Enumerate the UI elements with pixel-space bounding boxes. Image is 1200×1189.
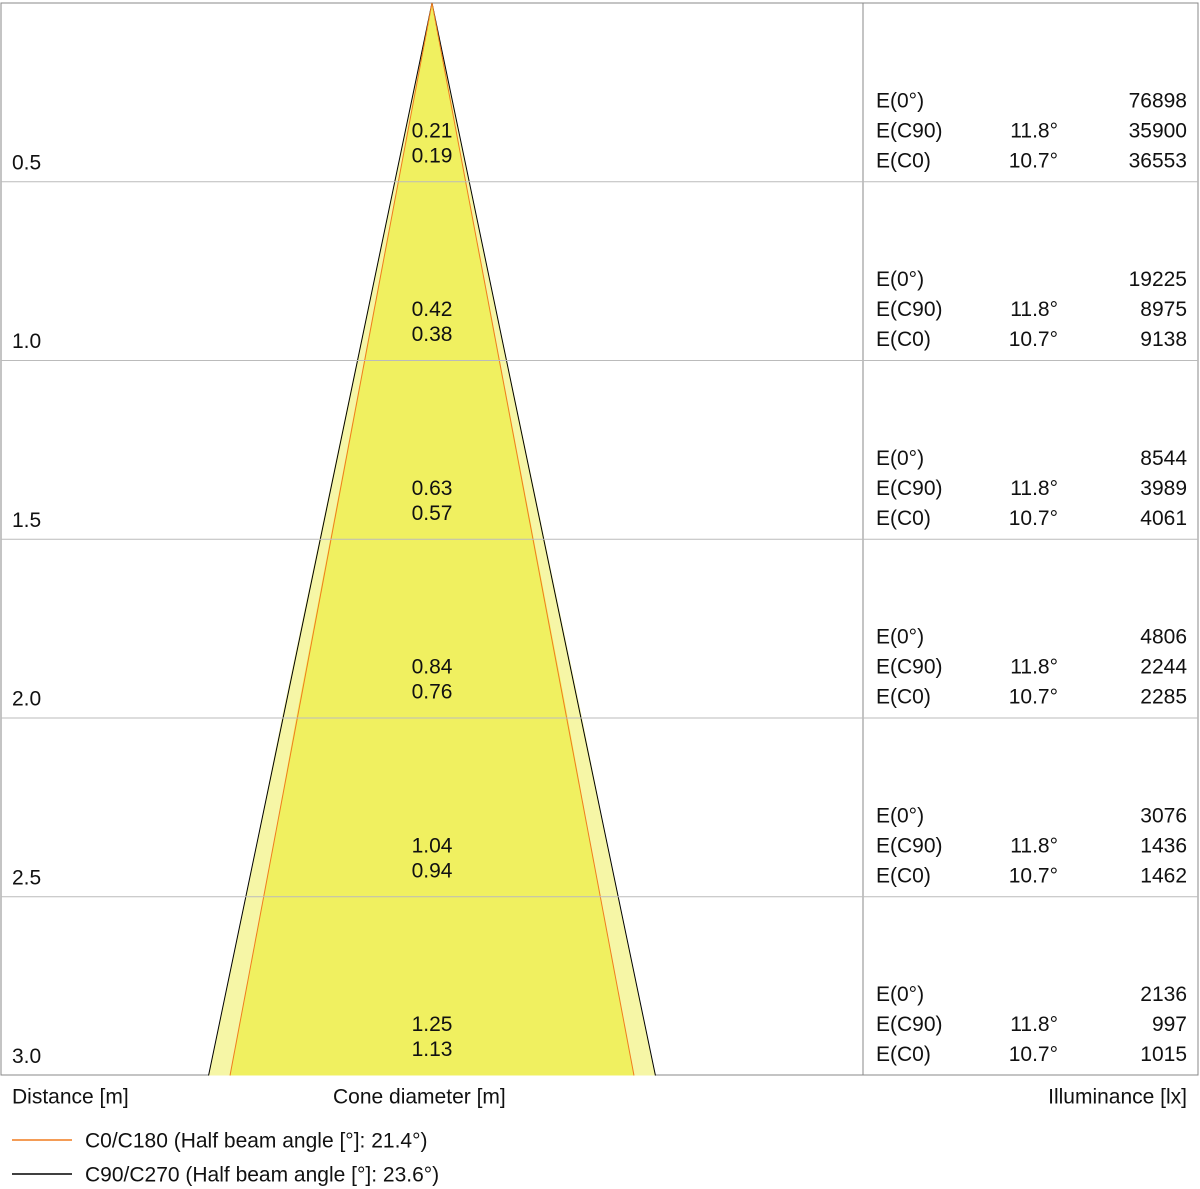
row-label: E(C0) (876, 507, 931, 530)
angle-label: 11.8° (1010, 656, 1058, 679)
distance-tick-label: 2.0 (12, 688, 41, 711)
row-label: E(C90) (876, 1013, 943, 1036)
x-label: Cone diameter [m] (333, 1086, 506, 1109)
diameter-label: 0.21 (412, 119, 453, 142)
row-label: E(C0) (876, 1043, 931, 1066)
distance-tick-label: 0.5 (12, 151, 41, 174)
illuminance-value: 997 (1152, 1013, 1187, 1036)
illuminance-value: 76898 (1129, 89, 1187, 112)
row-label: E(0°) (876, 268, 924, 291)
illuminance-value: 19225 (1129, 268, 1187, 291)
row-label: E(C0) (876, 328, 931, 351)
distance-tick-label: 1.0 (12, 330, 41, 353)
diameter-label: 0.38 (412, 323, 453, 346)
angle-label: 10.7° (1009, 149, 1058, 172)
diameter-label: 0.57 (412, 502, 453, 525)
illuminance-value: 2244 (1140, 656, 1187, 679)
distance-tick-label: 2.5 (12, 866, 41, 889)
angle-label: 10.7° (1009, 686, 1058, 709)
distance-tick-label: 1.5 (12, 509, 41, 532)
row-label: E(C90) (876, 298, 943, 321)
illuminance-value: 35900 (1129, 119, 1187, 142)
illuminance-value: 36553 (1129, 149, 1187, 172)
diameter-label: 0.84 (412, 656, 453, 679)
diameter-label: 0.76 (412, 681, 453, 704)
row-label: E(C90) (876, 656, 943, 679)
diameter-label: 0.19 (412, 144, 453, 167)
angle-label: 10.7° (1009, 1043, 1058, 1066)
row-label: E(C90) (876, 477, 943, 500)
row-label: E(0°) (876, 626, 924, 649)
distance-label: Distance [m] (12, 1086, 129, 1109)
angle-label: 11.8° (1010, 298, 1058, 321)
angle-label: 10.7° (1009, 507, 1058, 530)
row-label: E(0°) (876, 89, 924, 112)
illuminance-value: 3989 (1140, 477, 1187, 500)
angle-label: 10.7° (1009, 864, 1058, 887)
illuminance-value: 8544 (1140, 447, 1187, 470)
illuminance-value: 2285 (1140, 686, 1187, 709)
diameter-label: 1.25 (412, 1013, 453, 1036)
row-label: E(0°) (876, 983, 924, 1006)
angle-label: 11.8° (1010, 119, 1058, 142)
diameter-label: 0.63 (412, 477, 453, 500)
illuminance-value: 2136 (1140, 983, 1187, 1006)
diameter-label: 1.13 (412, 1038, 453, 1061)
row-label: E(0°) (876, 447, 924, 470)
illuminance-value: 4806 (1140, 626, 1187, 649)
illuminance-value: 9138 (1140, 328, 1187, 351)
illuminance-value: 1015 (1140, 1043, 1187, 1066)
diameter-label: 0.42 (412, 298, 453, 321)
angle-label: 11.8° (1010, 477, 1058, 500)
row-label: E(C90) (876, 119, 943, 142)
legend-label: C90/C270 (Half beam angle [°]: 23.6°) (85, 1164, 439, 1187)
illuminance-label: Illuminance [lx] (1048, 1086, 1187, 1109)
angle-label: 11.8° (1010, 1013, 1058, 1036)
row-label: E(0°) (876, 804, 924, 827)
angle-label: 10.7° (1009, 328, 1058, 351)
row-label: E(C0) (876, 149, 931, 172)
legend-label: C0/C180 (Half beam angle [°]: 21.4°) (85, 1130, 427, 1153)
illuminance-value: 8975 (1140, 298, 1187, 321)
illuminance-value: 4061 (1140, 507, 1187, 530)
angle-label: 11.8° (1010, 834, 1058, 857)
distance-tick-label: 3.0 (12, 1045, 41, 1068)
illuminance-value: 1462 (1140, 864, 1187, 887)
diameter-label: 1.04 (412, 834, 453, 857)
row-label: E(C0) (876, 686, 931, 709)
illuminance-value: 1436 (1140, 834, 1187, 857)
row-label: E(C90) (876, 834, 943, 857)
illuminance-value: 3076 (1140, 804, 1187, 827)
row-label: E(C0) (876, 864, 931, 887)
diameter-label: 0.94 (412, 859, 453, 882)
